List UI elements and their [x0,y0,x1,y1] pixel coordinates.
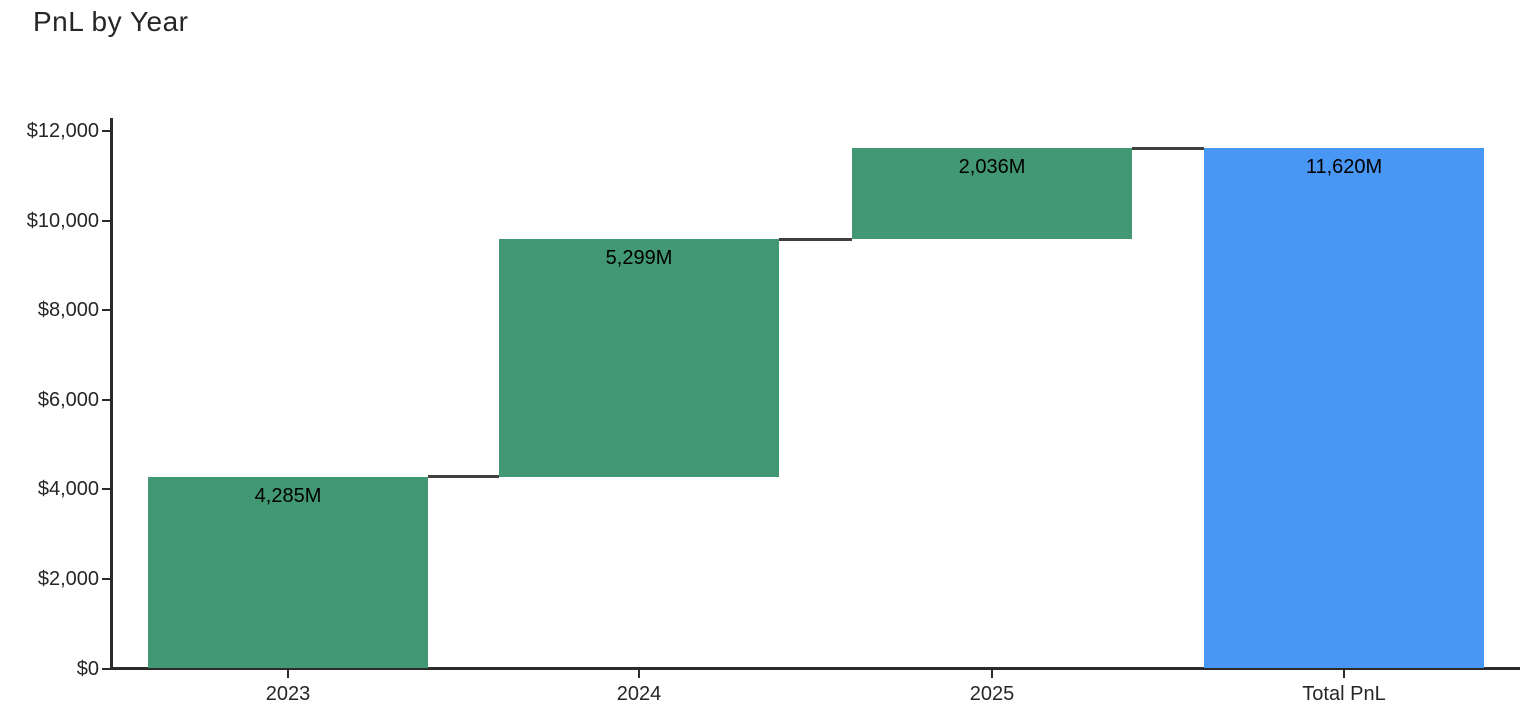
x-axis-tick [287,670,289,678]
bar-2025[interactable] [852,148,1132,240]
y-axis-tick-label: $10,000 [26,209,99,232]
x-axis-line [110,667,1520,670]
waterfall-connector [1132,146,1204,150]
y-axis-tick [102,130,111,133]
bar-total-pnl[interactable] [1204,148,1484,669]
bar-value-label: 5,299M [605,247,673,270]
y-axis-tick-label: $0 [76,657,99,680]
bar-value-label: 4,285M [254,484,322,507]
chart-title: PnL by Year [33,6,189,37]
bar-2023[interactable] [148,476,428,669]
y-axis-tick [102,309,111,312]
y-axis-tick-label: $2,000 [37,567,99,590]
y-axis-tick-label: $4,000 [37,478,99,501]
y-axis-tick-label: $6,000 [37,388,99,411]
x-axis-tick [638,670,640,678]
waterfall-connector [428,475,499,479]
x-axis-tick [991,670,993,678]
x-axis-tick-label: 2023 [265,683,311,705]
y-axis-tick-label: $8,000 [37,299,99,322]
bar-2024[interactable] [499,239,779,477]
y-axis-line [110,118,113,670]
y-axis-tick-label: $12,000 [26,120,99,143]
x-axis-tick [1343,670,1345,678]
y-axis-tick [102,219,111,222]
y-axis-tick [102,398,111,401]
x-axis-tick-label: Total PnL [1302,683,1386,705]
y-axis-tick [102,577,111,580]
y-axis-tick [102,488,111,491]
y-axis-tick [102,667,111,670]
x-axis-tick-label: 2025 [969,683,1015,705]
waterfall-connector [779,237,852,241]
bar-value-label: 2,036M [958,156,1026,179]
bar-value-label: 11,620M [1305,156,1383,179]
x-axis-tick-label: 2024 [616,683,662,705]
